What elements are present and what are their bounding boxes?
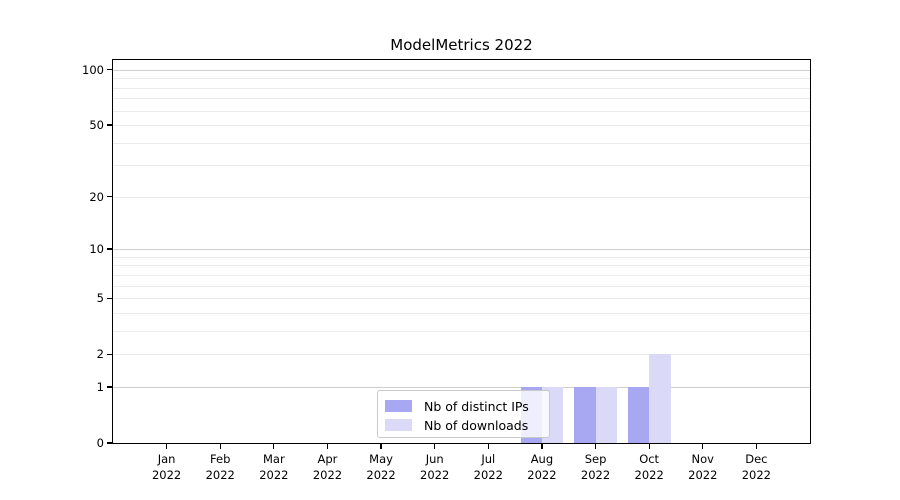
y-tick-mark (107, 353, 112, 355)
y-tick-label: 2 (96, 347, 104, 362)
y-tick-label: 50 (89, 118, 104, 133)
legend-label-downloads: Nb of downloads (424, 417, 529, 433)
x-tick-label: Dec 2022 (741, 452, 772, 482)
y-tick-label: 10 (89, 242, 104, 257)
y-tick-label: 5 (96, 291, 104, 306)
minor-gridline (113, 125, 810, 127)
minor-gridline (113, 110, 810, 112)
x-tick-label: Jul 2022 (473, 452, 503, 482)
minor-gridline (113, 87, 810, 89)
plot-area (113, 60, 810, 443)
legend-label-distinct-ips: Nb of distinct IPs (424, 398, 529, 414)
y-tick-mark (107, 124, 112, 126)
minor-gridline (113, 256, 810, 258)
legend: Nb of distinct IPs Nb of downloads (377, 390, 550, 438)
y-tick-mark (107, 248, 112, 250)
x-tick-label: Apr 2022 (312, 452, 343, 482)
y-tick-label: 100 (82, 62, 104, 77)
x-tick-label: Feb 2022 (205, 452, 235, 482)
x-tick-mark (487, 444, 489, 449)
x-tick-mark (380, 444, 382, 449)
bar-downloads (595, 386, 617, 443)
legend-item-distinct-ips: Nb of distinct IPs (385, 397, 541, 415)
x-tick-mark (541, 444, 543, 449)
x-tick-mark (219, 444, 221, 449)
legend-swatch-distinct-ips (385, 400, 412, 412)
x-tick-label: Mar 2022 (259, 452, 289, 482)
y-tick-mark (107, 69, 112, 71)
legend-swatch-downloads (385, 419, 412, 431)
x-tick-label: May 2022 (366, 452, 396, 482)
y-tick-mark (107, 297, 112, 299)
x-tick-mark (434, 444, 436, 449)
y-tick-mark (107, 442, 112, 444)
major-gridline (113, 249, 810, 251)
x-tick-mark (273, 444, 275, 449)
y-tick-label: 0 (96, 436, 104, 450)
y-tick-mark (107, 386, 112, 388)
x-tick-mark (166, 444, 168, 449)
x-tick-label: Aug 2022 (527, 452, 557, 482)
minor-gridline (113, 78, 810, 80)
bar-distinct-ips (627, 386, 650, 443)
minor-gridline (113, 265, 810, 267)
x-tick-mark (755, 444, 757, 449)
major-gridline (113, 69, 810, 71)
x-tick-mark (326, 444, 329, 449)
minor-gridline (113, 196, 810, 198)
major-gridline (113, 386, 810, 388)
minor-gridline (113, 285, 810, 287)
minor-gridline (113, 330, 810, 332)
minor-gridline (113, 142, 810, 144)
minor-gridline (113, 312, 810, 314)
legend-item-downloads: Nb of downloads (385, 416, 541, 434)
minor-gridline (113, 274, 810, 276)
x-tick-label: Oct 2022 (634, 452, 664, 482)
x-tick-mark (702, 444, 704, 449)
minor-gridline (113, 298, 810, 300)
y-tick-mark (107, 196, 112, 198)
y-tick-label: 1 (96, 379, 104, 394)
minor-gridline (113, 165, 810, 167)
x-tick-label: Sep 2022 (580, 452, 611, 482)
chart-title: ModelMetrics 2022 (390, 36, 533, 54)
x-tick-mark (648, 444, 650, 449)
x-tick-label: Jan 2022 (151, 452, 182, 482)
x-tick-mark (594, 444, 597, 449)
minor-gridline (113, 98, 810, 100)
x-tick-label: Jun 2022 (420, 452, 450, 482)
y-tick-label: 20 (89, 189, 104, 204)
bar-distinct-ips (574, 386, 596, 443)
x-tick-label: Nov 2022 (688, 452, 718, 482)
bar-downloads (649, 354, 671, 443)
minor-gridline (113, 354, 810, 356)
